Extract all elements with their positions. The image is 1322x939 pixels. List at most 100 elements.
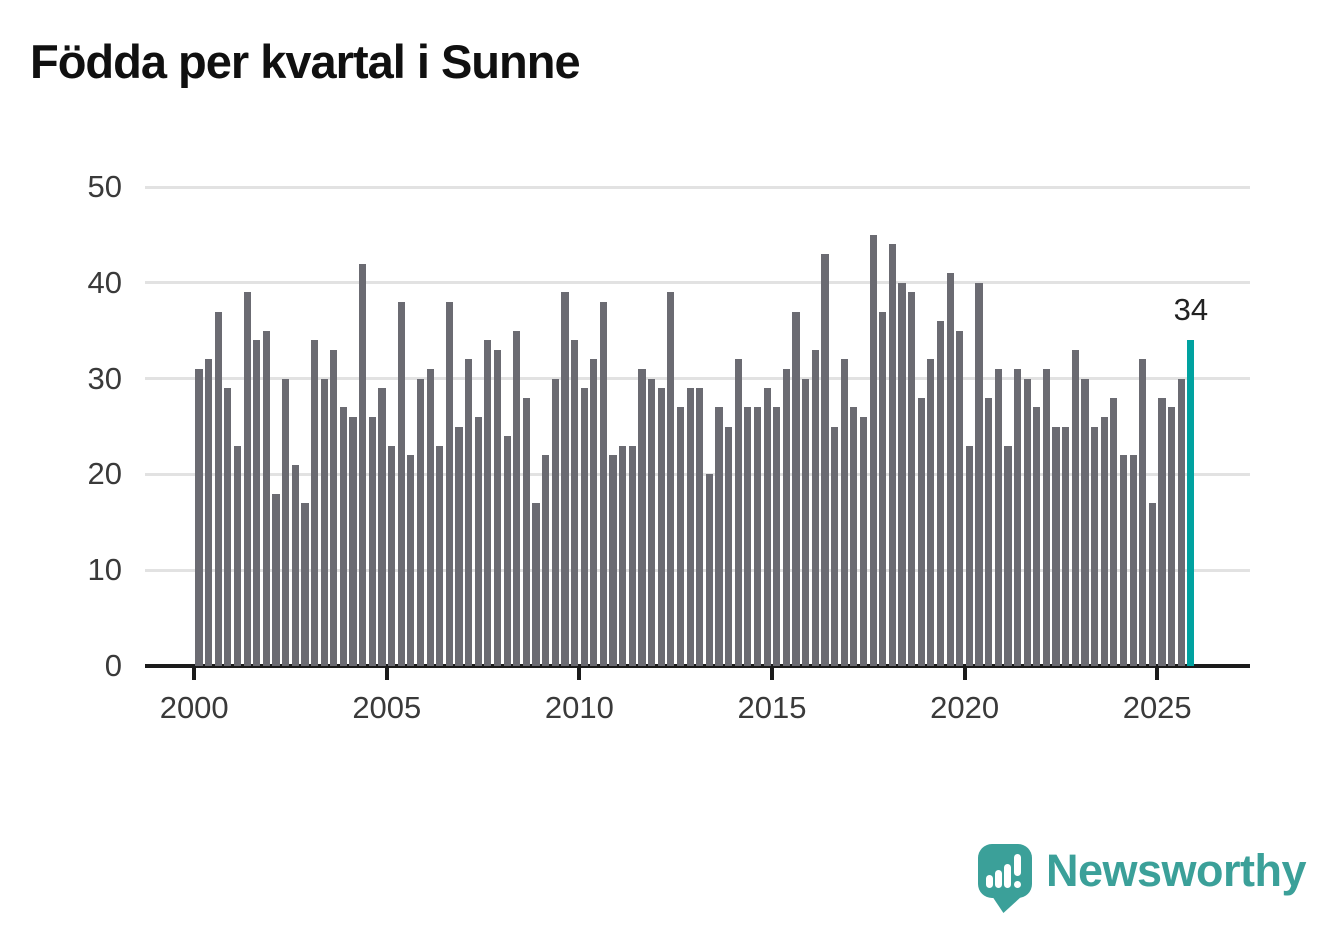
x-tick-label: 2000 <box>159 690 229 725</box>
bar <box>253 340 261 666</box>
bar <box>1139 359 1147 666</box>
bar <box>1052 426 1060 666</box>
x-tick-label: 2020 <box>930 690 1000 725</box>
bar <box>1023 378 1031 666</box>
bar <box>1168 407 1176 666</box>
bar <box>917 397 925 666</box>
bar <box>455 426 463 666</box>
bar <box>946 273 954 666</box>
bar <box>445 301 453 666</box>
bar <box>590 359 598 666</box>
bar <box>1033 407 1041 666</box>
bar <box>465 359 473 666</box>
x-tick-label: 2005 <box>352 690 422 725</box>
bar <box>782 369 791 666</box>
bar <box>773 407 781 666</box>
bar <box>1129 455 1137 666</box>
bar <box>493 349 502 666</box>
logo-chart-bar-icon <box>1004 864 1011 888</box>
brand-name: Newsworthy <box>1046 845 1307 896</box>
x-axis-line <box>145 664 1250 668</box>
bar <box>272 493 280 666</box>
logo-chart-bar-icon <box>986 875 993 888</box>
bar <box>811 349 819 666</box>
bar <box>503 436 511 666</box>
bar <box>561 292 569 666</box>
page-title: Födda per kvartal i Sunne <box>30 35 581 88</box>
bar <box>407 455 415 666</box>
bar <box>830 426 839 666</box>
bar <box>1100 416 1108 666</box>
bar <box>195 369 203 666</box>
bar <box>802 378 810 666</box>
y-tick-label: 40 <box>87 264 122 300</box>
bar <box>291 464 299 666</box>
x-axis-tick <box>192 666 197 680</box>
bar <box>262 330 270 666</box>
y-tick-label: 20 <box>87 456 122 492</box>
bar <box>484 340 492 666</box>
bar <box>426 369 434 666</box>
bar <box>1013 369 1022 666</box>
bar <box>956 330 964 666</box>
bar <box>542 455 550 666</box>
y-tick-label: 10 <box>87 552 122 588</box>
bar <box>1110 397 1118 666</box>
bar <box>619 445 627 666</box>
bar <box>763 388 771 666</box>
bar <box>551 378 559 666</box>
bar <box>705 474 713 666</box>
bar <box>532 503 540 666</box>
bar <box>898 282 906 666</box>
bar <box>676 407 685 666</box>
x-tick-label: 2010 <box>544 690 614 725</box>
bar <box>975 282 983 666</box>
bar <box>859 416 868 666</box>
x-axis-tick <box>577 666 582 680</box>
bar <box>599 301 608 666</box>
y-tick-label: 0 <box>104 648 122 683</box>
bar <box>243 292 251 666</box>
bar <box>513 330 521 666</box>
bar <box>753 407 762 666</box>
bar <box>1148 503 1156 666</box>
bar <box>908 292 916 666</box>
bar <box>368 416 376 666</box>
bar <box>378 388 386 666</box>
bar <box>715 407 723 666</box>
bar <box>725 426 733 666</box>
bar <box>436 445 444 666</box>
bar <box>310 340 319 666</box>
bar <box>1090 426 1099 666</box>
x-axis-tick <box>384 666 389 680</box>
bar <box>359 263 367 666</box>
bar <box>994 369 1002 666</box>
bar <box>879 311 887 666</box>
highlight-value-label: 34 <box>1173 292 1209 328</box>
bar <box>792 311 800 666</box>
bar <box>985 397 993 666</box>
bar <box>214 311 222 666</box>
bar <box>840 359 848 666</box>
bar <box>850 407 858 666</box>
bar <box>570 340 579 666</box>
x-tick-label: 2025 <box>1122 690 1192 725</box>
bar <box>1119 455 1128 666</box>
bar <box>233 445 242 666</box>
bar <box>696 388 704 666</box>
y-tick-label: 50 <box>87 169 122 204</box>
bar <box>927 359 935 666</box>
bar <box>821 254 829 666</box>
bar <box>638 369 646 666</box>
bar <box>888 244 896 666</box>
x-tick-label: 2015 <box>737 690 807 725</box>
bar-chart-plot-area <box>145 185 1250 680</box>
bar <box>936 321 945 666</box>
bar <box>580 388 588 666</box>
newsworthy-logo-icon <box>978 844 1032 898</box>
bar <box>205 359 213 666</box>
bar <box>320 378 328 666</box>
bar <box>330 349 338 666</box>
bar <box>349 416 357 666</box>
bar <box>648 378 656 666</box>
